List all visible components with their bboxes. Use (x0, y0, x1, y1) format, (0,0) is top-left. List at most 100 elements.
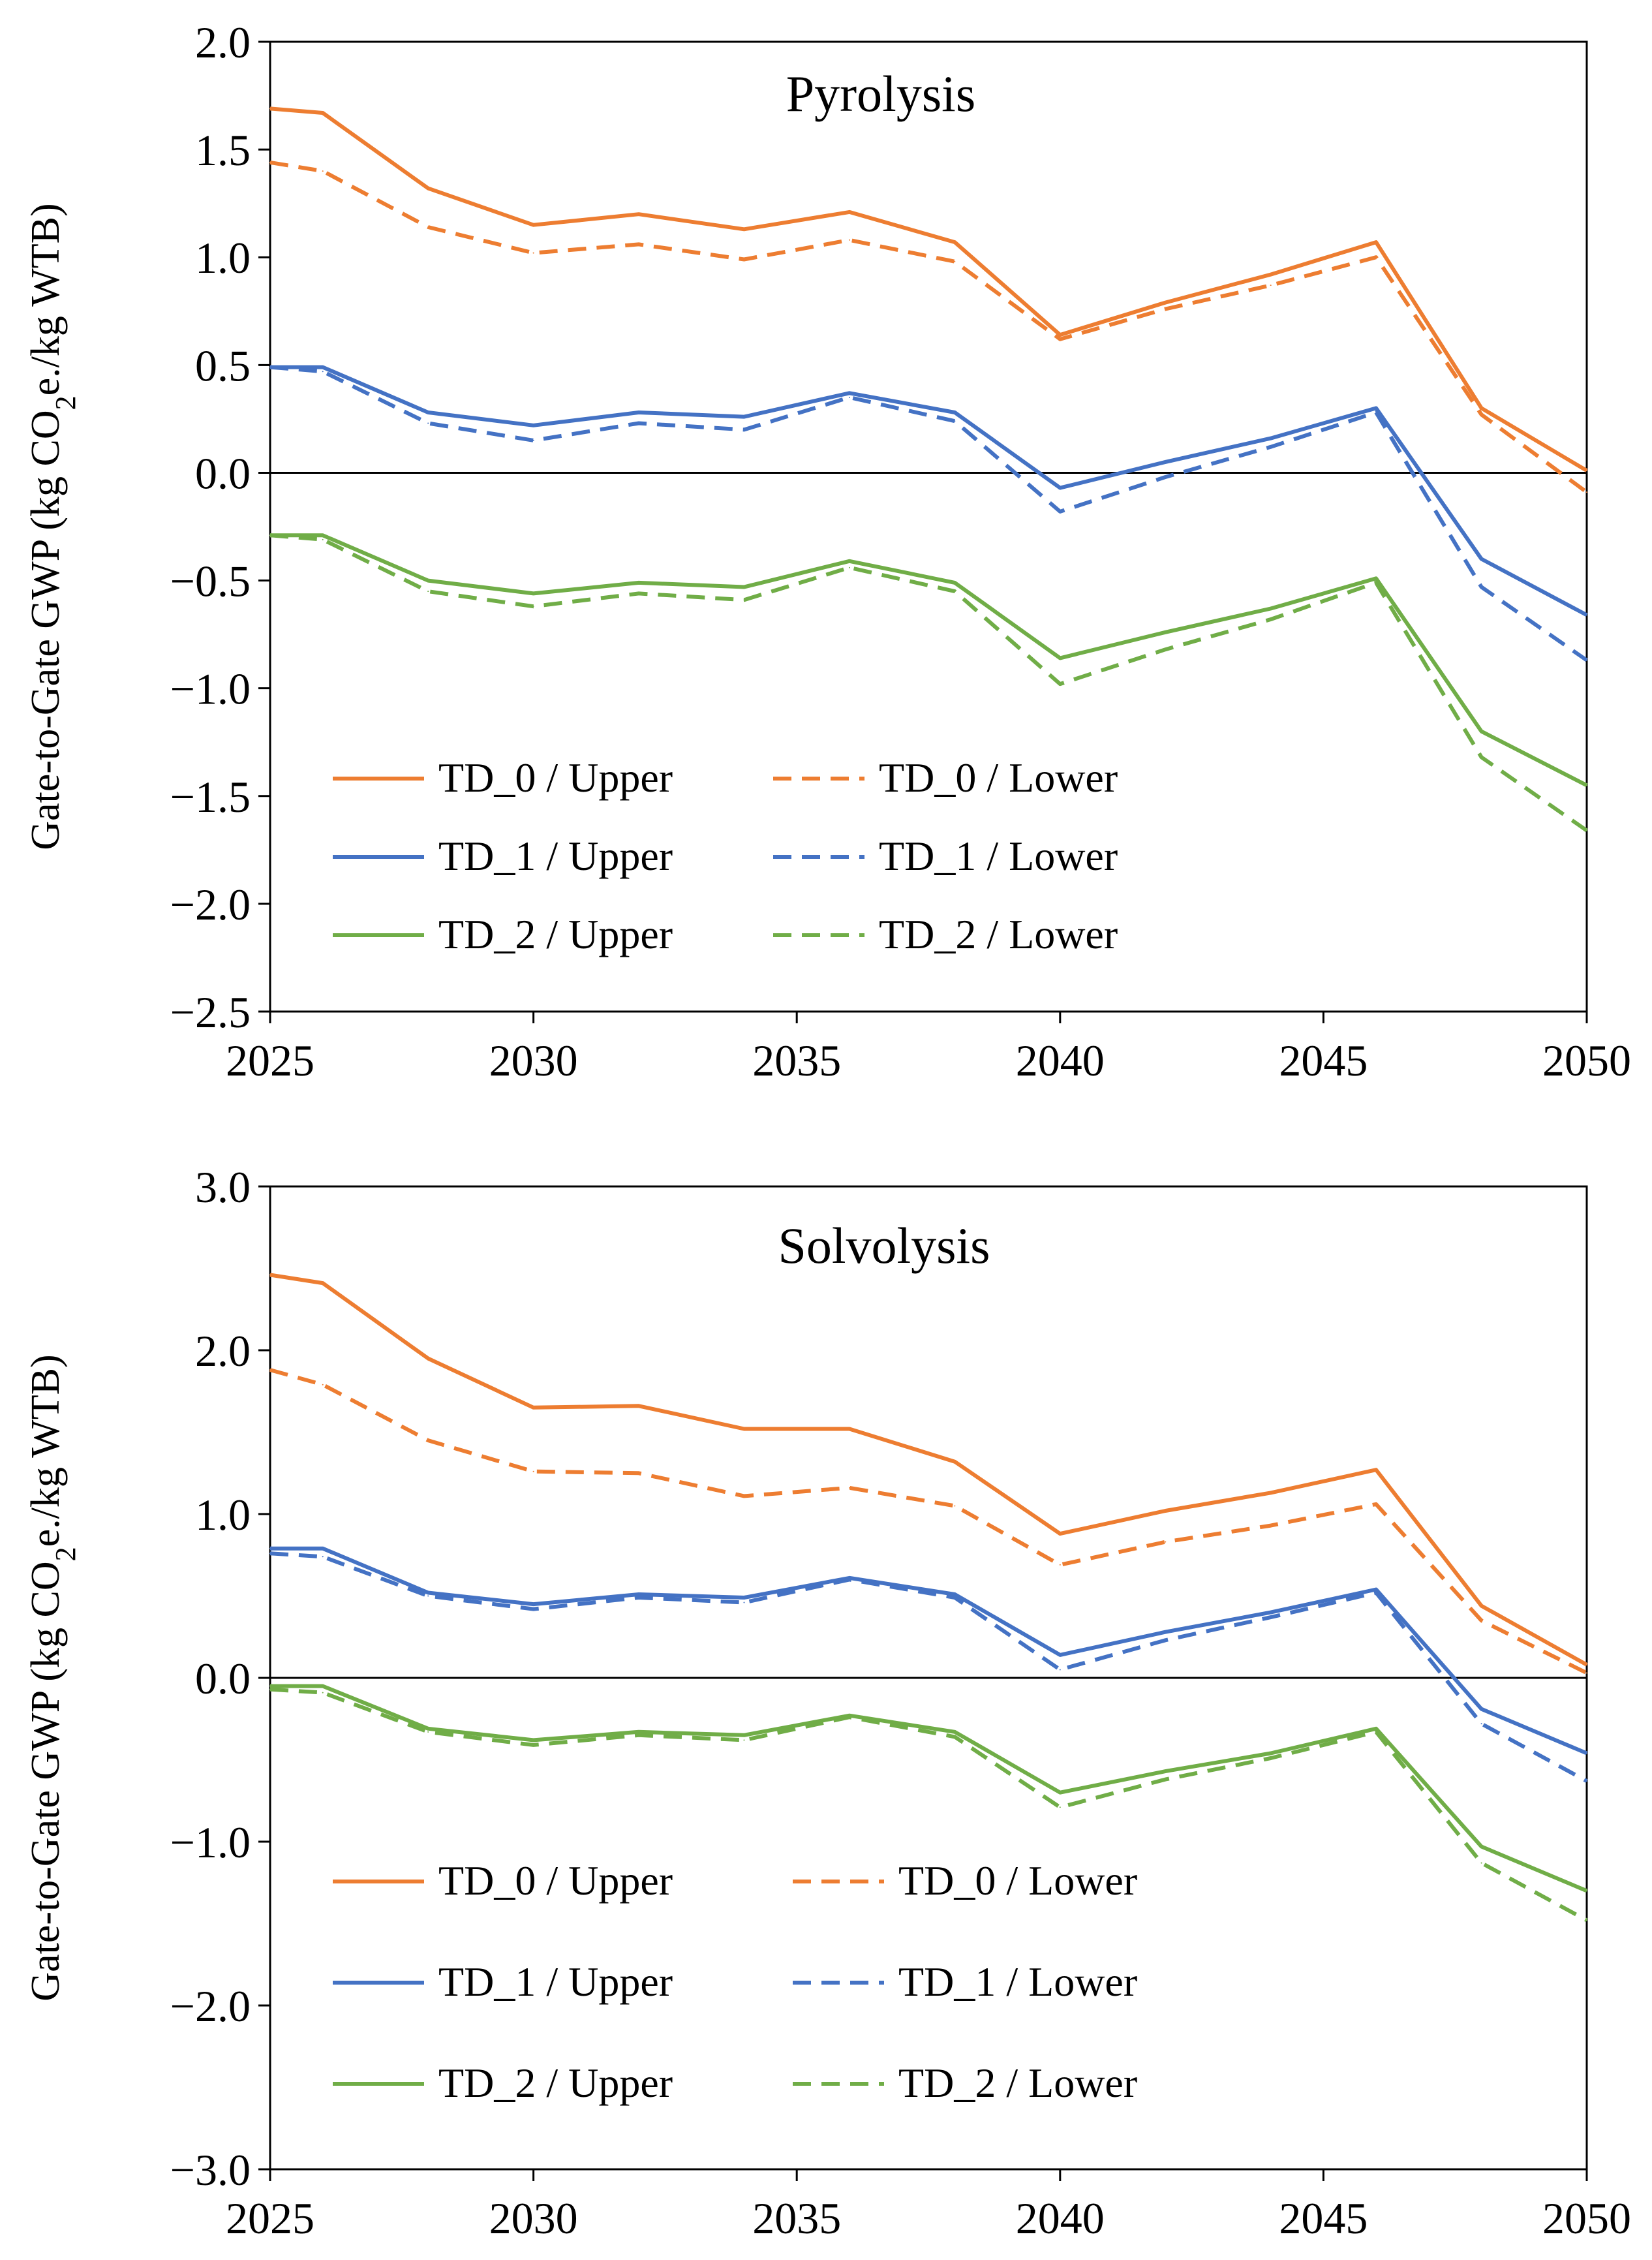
legend-label: TD_0 / Upper (438, 754, 673, 801)
data-point (427, 1595, 429, 1597)
data-point (638, 1597, 640, 1599)
data-point (1586, 659, 1587, 661)
data-point (954, 1736, 956, 1738)
data-point (954, 260, 956, 262)
chart-title: Solvolysis (778, 1217, 990, 1274)
y-tick-label: −2.0 (170, 880, 251, 929)
x-tick-label: 2025 (226, 1036, 314, 1085)
data-point (532, 593, 534, 595)
data-point (1059, 1654, 1061, 1656)
data-point (1375, 1592, 1377, 1594)
legend-label: TD_0 / Lower (879, 754, 1118, 801)
y-tick-label: −2.5 (170, 987, 251, 1037)
data-point (1270, 285, 1272, 286)
data-point (1480, 1708, 1482, 1710)
data-point (1375, 411, 1377, 413)
series-line-2 (269, 160, 1588, 494)
data-point (1059, 1669, 1061, 1671)
data-point (427, 1592, 429, 1594)
data-point (269, 1274, 271, 1276)
y-tick-label: −3.0 (170, 2145, 251, 2195)
data-point (322, 1692, 324, 1694)
y-tick-label: 1.0 (195, 233, 251, 283)
data-point (954, 1593, 956, 1595)
data-point (638, 1405, 640, 1407)
data-point (427, 1731, 429, 1733)
data-point (427, 580, 429, 581)
data-point (954, 1505, 956, 1507)
x-tick-label: 2030 (489, 1036, 578, 1085)
data-point (1165, 1631, 1167, 1633)
data-point (1165, 1778, 1167, 1780)
data-point (1586, 1780, 1587, 1782)
data-point (269, 161, 271, 163)
data-point (1480, 586, 1482, 588)
y-tick-label: −2.0 (170, 1981, 251, 2031)
data-point (322, 112, 324, 114)
data-point (1059, 338, 1061, 340)
data-point (1586, 614, 1587, 616)
data-point (743, 599, 745, 601)
series-line-6 (269, 1687, 1588, 1923)
legend-label: TD_2 / Lower (898, 2060, 1137, 2106)
data-point (1586, 1752, 1587, 1754)
chart-title: Pyrolysis (786, 65, 975, 122)
data-point (848, 392, 850, 394)
data-point (848, 1428, 850, 1430)
data-point (1165, 1509, 1167, 1511)
legend: TD_0 / Upper TD_0 / Lower TD_1 / Upper TD_1… (333, 754, 1118, 957)
legend-label: TD_1 / Lower (879, 833, 1118, 879)
data-point (427, 226, 429, 228)
data-point (1165, 1541, 1167, 1543)
data-point (1059, 657, 1061, 659)
legend-label: TD_0 / Lower (898, 1857, 1137, 1904)
data-point (322, 170, 324, 172)
series-line-1 (269, 1273, 1588, 1667)
y-tick-label: 1.5 (195, 125, 251, 175)
series-line-2 (269, 1368, 1588, 1675)
legend-label: TD_1 / Lower (898, 1958, 1137, 2005)
x-tick-label: 2025 (226, 2193, 314, 2243)
x-tick-label: 2050 (1542, 1036, 1631, 1085)
x-tick-label: 2040 (1016, 2193, 1105, 2243)
legend-label: TD_1 / Upper (438, 833, 673, 879)
legend: TD_0 / Upper TD_0 / Lower TD_1 / Upper TD_1… (333, 1857, 1137, 2106)
data-point (532, 424, 534, 426)
data-point (1059, 510, 1061, 512)
data-point (269, 1369, 271, 1371)
legend-label: TD_0 / Upper (438, 1857, 673, 1904)
data-point (1059, 1564, 1061, 1566)
data-point (269, 1685, 271, 1687)
x-tick-label: 2045 (1279, 1036, 1368, 1085)
data-point (1165, 1639, 1167, 1641)
y-tick-label: 2.0 (195, 18, 251, 67)
data-point (532, 1608, 534, 1610)
data-point (848, 1487, 850, 1489)
data-point (1480, 730, 1482, 732)
legend-label: TD_2 / Lower (879, 911, 1118, 957)
series-line-5 (270, 533, 1588, 787)
data-point (954, 581, 956, 583)
x-tick-label: 2035 (752, 2193, 841, 2243)
y-axis-title: Gate-to-Gate GWP (kg CO2e./kg WTB) (23, 1354, 82, 2001)
data-point (743, 1602, 745, 1603)
data-point (269, 1547, 271, 1549)
data-point (954, 591, 956, 593)
series-line-1 (269, 106, 1588, 472)
data-point (1480, 1723, 1482, 1725)
data-point (269, 108, 271, 110)
data-point (1375, 1731, 1377, 1733)
series-line-6 (269, 533, 1588, 833)
data-point (1165, 1771, 1167, 1772)
data-point (1586, 1919, 1587, 1921)
data-point (1059, 334, 1061, 336)
data-point (638, 243, 640, 245)
data-point (638, 411, 640, 413)
data-point (322, 1384, 324, 1385)
data-point (427, 422, 429, 424)
data-point (427, 1440, 429, 1442)
data-point (1375, 1469, 1377, 1471)
data-point (1375, 581, 1377, 583)
data-point (1375, 407, 1377, 409)
